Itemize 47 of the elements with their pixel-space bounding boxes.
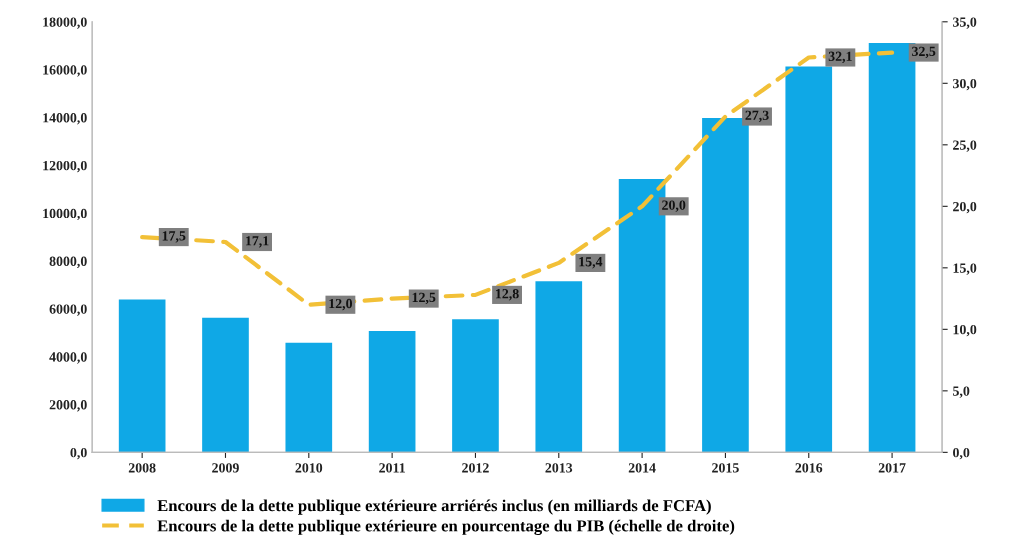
y2-tick-label: 10,0 <box>953 324 977 337</box>
bar <box>202 317 249 453</box>
data-label: 27,3 <box>745 110 769 123</box>
data-label: 12,0 <box>329 298 353 311</box>
bar <box>452 319 499 453</box>
x-tick-label: 2016 <box>795 463 823 473</box>
y-tick-label: 18000,0 <box>43 17 87 29</box>
x-tick-label: 2008 <box>128 463 156 473</box>
data-label: 15,4 <box>579 257 603 269</box>
y2-tick-label: 30,0 <box>953 78 977 91</box>
y-tick-label: 0,0 <box>70 447 87 460</box>
x-tick-label: 2012 <box>462 463 489 473</box>
y-tick-label: 8000,0 <box>49 256 87 268</box>
y-tick-label: 10000,0 <box>43 208 87 221</box>
x-tick-label: 2010 <box>295 463 323 473</box>
y-tick-label: 6000,0 <box>49 304 87 316</box>
x-tick-label: 2015 <box>712 463 739 473</box>
y2-tick-label: 20,0 <box>953 201 977 214</box>
y-tick-label: 2000,0 <box>49 400 87 412</box>
legend-label: Encours de la dette publique extérieure en pourcentage du PIB (échelle de droite) <box>157 519 735 535</box>
x-tick-label: 2017 <box>878 463 906 473</box>
bar <box>285 342 333 453</box>
bar <box>535 281 583 453</box>
legend-label: Encours de la dette publique extérieure arriérés inclus (en milliards de FCFA) <box>157 499 711 515</box>
y2-tick-label: 0,0 <box>953 447 970 460</box>
data-label: 12,8 <box>496 289 519 301</box>
bar <box>368 331 416 453</box>
x-tick-label: 2009 <box>212 463 239 473</box>
y2-tick-label: 35,0 <box>953 17 977 29</box>
data-label: 17,5 <box>162 231 186 243</box>
y2-tick-label: 15,0 <box>953 263 977 275</box>
y-tick-label: 16000,0 <box>43 65 87 77</box>
y-tick-label: 14000,0 <box>43 113 87 125</box>
data-label: 20,0 <box>662 200 686 212</box>
y-tick-label: 4000,0 <box>49 352 87 364</box>
y-tick-label: 12000,0 <box>43 160 87 173</box>
bar <box>785 66 833 453</box>
data-label: 17,1 <box>246 236 269 248</box>
y2-tick-label: 5,0 <box>953 386 970 398</box>
x-tick-label: 2011 <box>379 463 405 473</box>
data-label: 32,5 <box>912 46 936 59</box>
x-tick-label: 2013 <box>545 463 573 473</box>
data-label: 12,5 <box>412 292 436 305</box>
y2-tick-label: 25,0 <box>953 140 977 152</box>
bar <box>118 299 166 453</box>
x-tick-label: 2014 <box>628 463 656 473</box>
data-label: 32,1 <box>828 51 852 63</box>
